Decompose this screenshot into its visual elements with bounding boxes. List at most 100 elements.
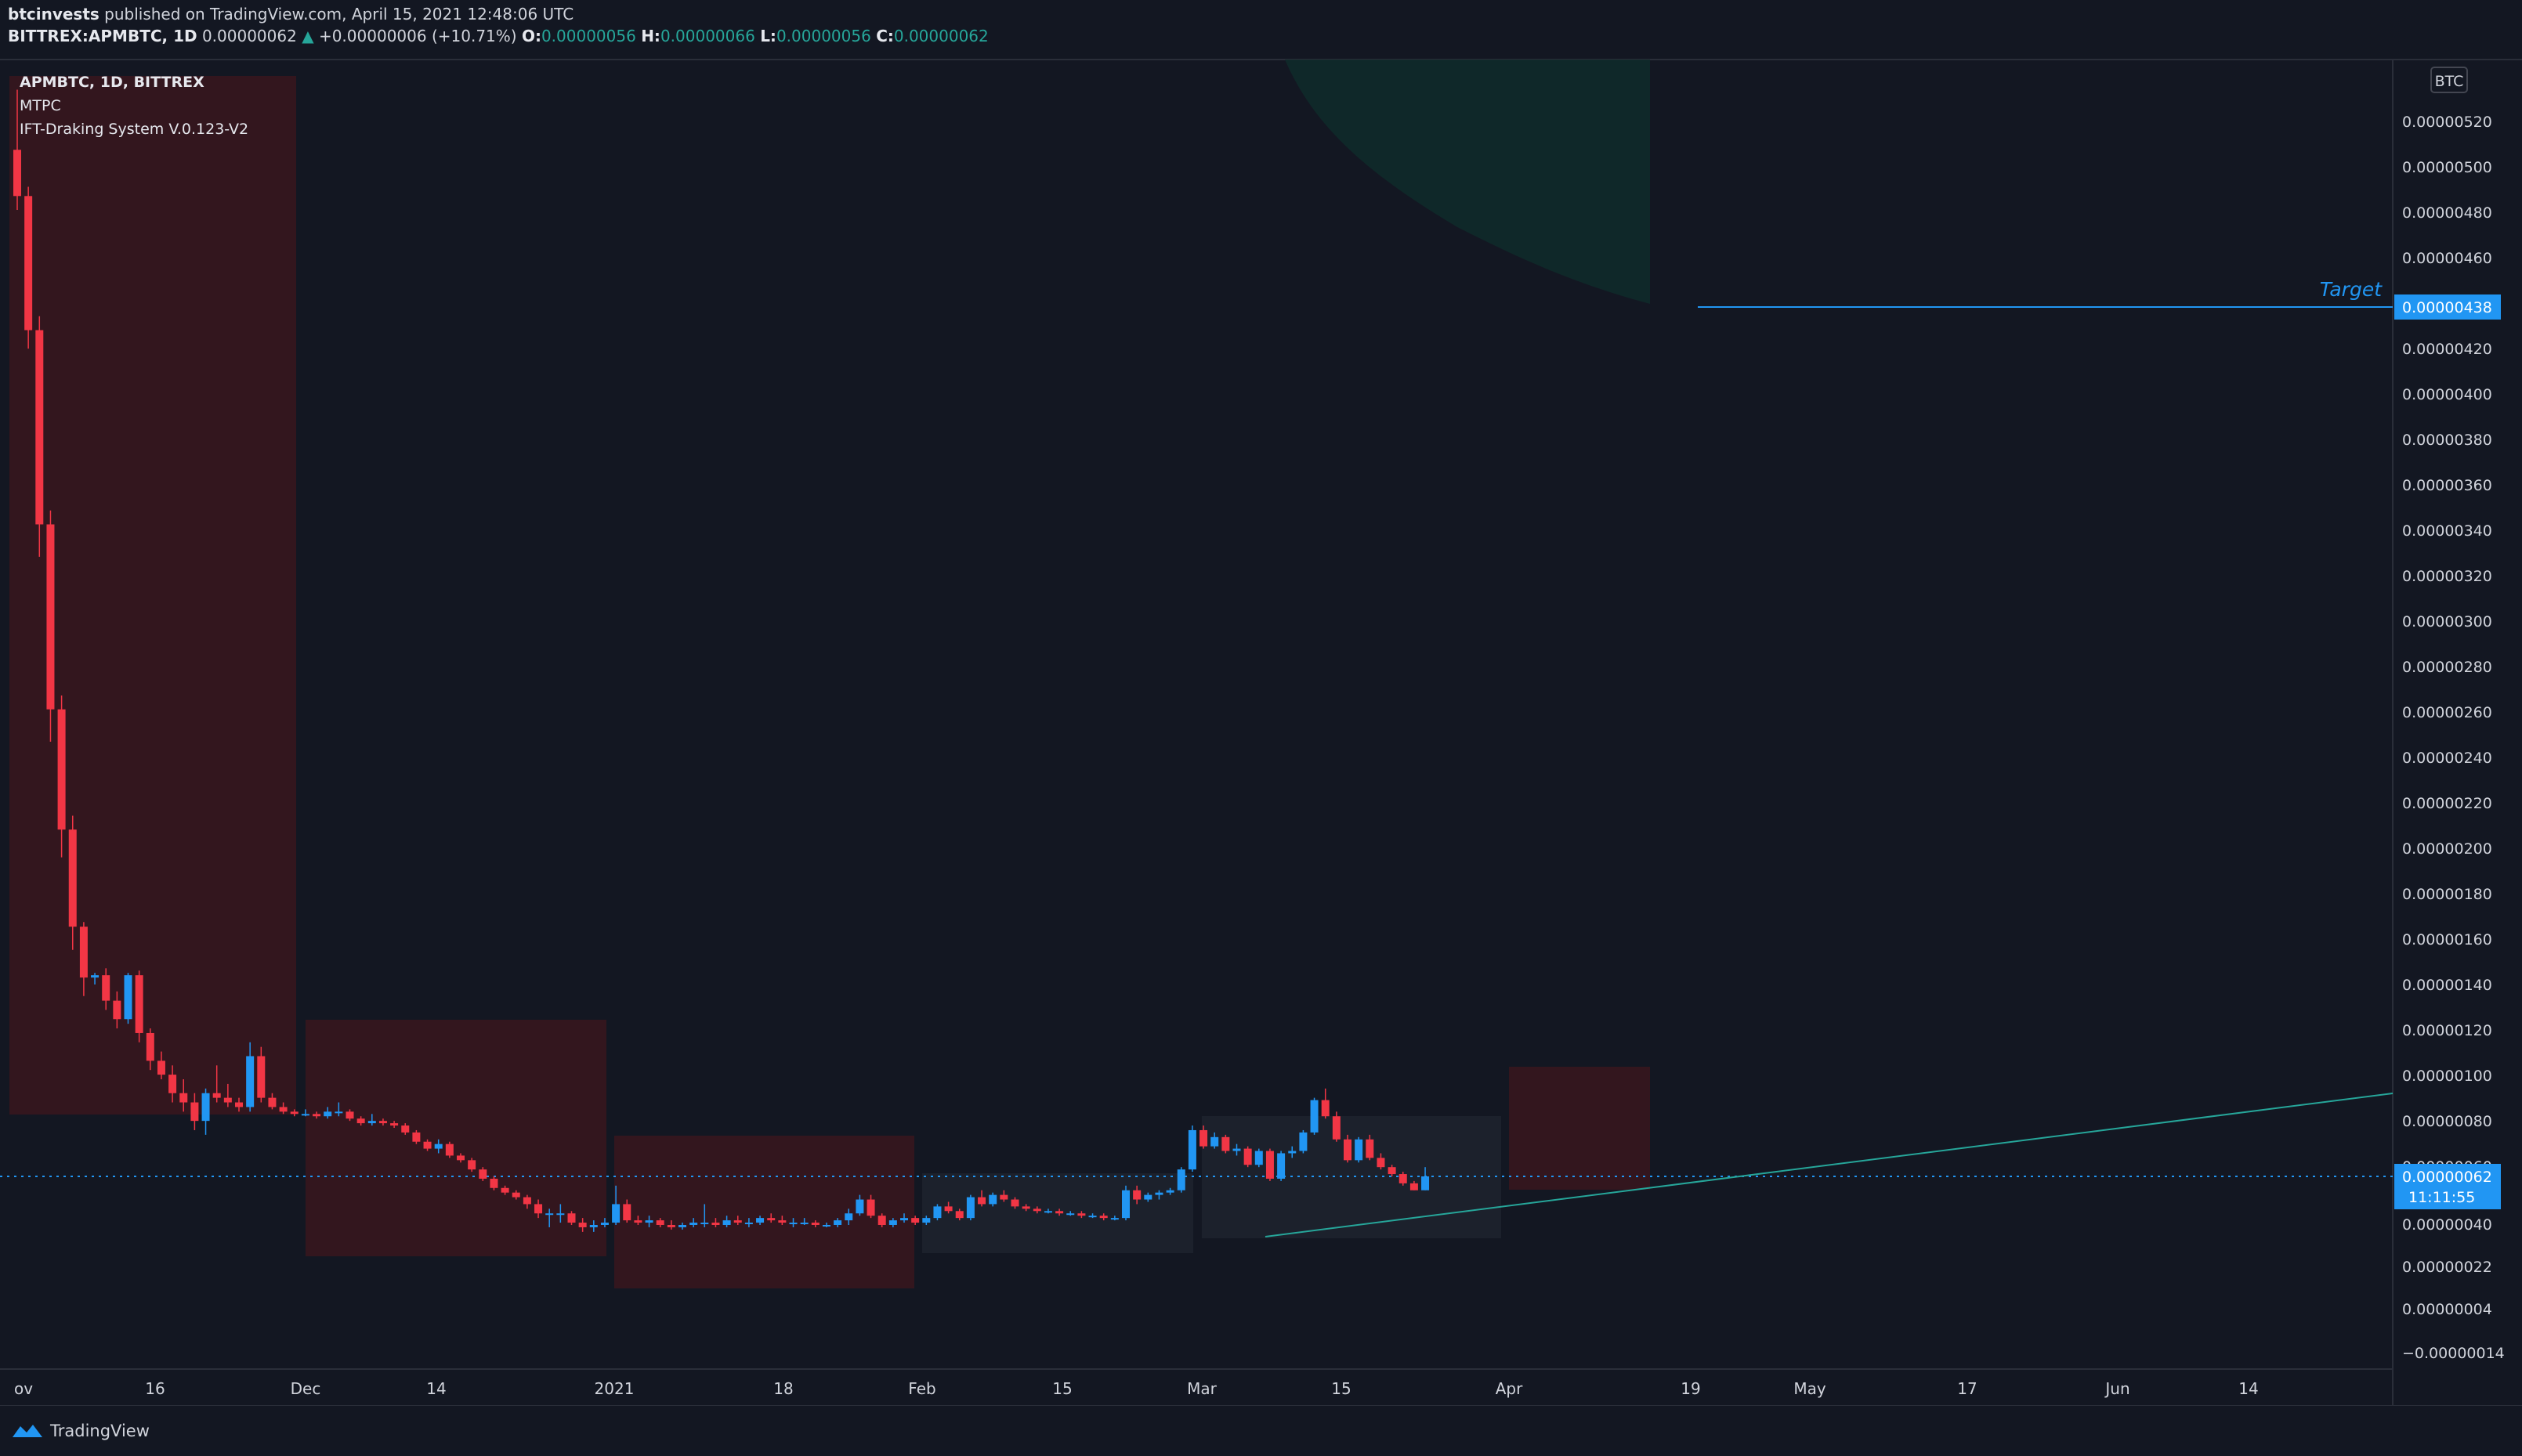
price-tick-label: 0.00000360	[2402, 477, 2492, 494]
time-tick-label: Dec	[291, 1379, 321, 1398]
candle-up	[556, 1213, 565, 1216]
candle-down	[1332, 1116, 1341, 1140]
tradingview-logo[interactable]: TradingView	[11, 1422, 150, 1440]
candle-down	[479, 1169, 487, 1179]
candle-down	[1265, 1151, 1274, 1179]
candle-up	[822, 1224, 830, 1227]
candle-up	[434, 1143, 443, 1149]
open-value: 0.00000056	[541, 27, 636, 45]
candle-down	[523, 1197, 531, 1205]
candle-up	[933, 1206, 942, 1219]
time-tick-label: ov	[14, 1379, 33, 1398]
currency-badge[interactable]	[2430, 67, 2468, 93]
price-tick-label: 0.00000400	[2402, 386, 2492, 403]
legend-symbol[interactable]: APMBTC, 1D, BITTREX	[20, 74, 204, 91]
candle-down	[867, 1199, 875, 1216]
candle-up	[1044, 1211, 1052, 1213]
candle-up	[1110, 1218, 1119, 1220]
candle-up	[1155, 1192, 1163, 1195]
tradingview-logo-text: TradingView	[50, 1422, 150, 1440]
time-tick-label: 2021	[595, 1379, 635, 1398]
candle-down	[1243, 1148, 1252, 1165]
last-price-tag	[2394, 1164, 2501, 1209]
trend-line[interactable]	[1265, 1093, 2394, 1237]
candle-down	[1409, 1183, 1418, 1190]
price-tick-label: 0.00000180	[2402, 886, 2492, 903]
candle-up	[678, 1224, 686, 1227]
price-tick-label: 0.00000340	[2402, 522, 2492, 540]
candle-down	[113, 1000, 121, 1020]
time-tick-label: 16	[145, 1379, 165, 1398]
chart-footer	[0, 1406, 2522, 1456]
candle-up	[700, 1223, 709, 1225]
price-tick-label: 0.00000500	[2402, 159, 2492, 176]
open-label: O:	[521, 27, 541, 45]
price-tick-label: 0.00000240	[2402, 750, 2492, 767]
price-tick-label: 0.00000022	[2402, 1259, 2492, 1276]
publisher-name[interactable]: btcinvests	[8, 5, 100, 23]
candle-up	[367, 1121, 376, 1124]
price-axis[interactable]: 0.00000520 0.00000500 0.00000480 0.00000460…	[2402, 114, 2505, 1362]
candle-up	[1254, 1151, 1263, 1165]
candle-down	[279, 1107, 288, 1112]
candle-up	[301, 1114, 309, 1116]
candle-down	[1377, 1158, 1385, 1168]
candle-up	[744, 1223, 753, 1225]
legend-indicator-mtpc[interactable]: MTPC	[20, 97, 61, 114]
red-zone-box-4	[1509, 1067, 1650, 1190]
time-axis[interactable]: ov 16 Dec 14 2021 18 Feb 15 Mar 15 Apr 19 May 17 Jun 14	[14, 1379, 2259, 1398]
candle-down	[313, 1114, 321, 1117]
candle-up	[1144, 1194, 1152, 1200]
candle-up	[1421, 1176, 1430, 1190]
price-tick-label: 0.00000520	[2402, 114, 2492, 131]
candle-down	[135, 975, 143, 1033]
red-zone-box-3	[614, 1136, 914, 1288]
candle-up	[722, 1220, 731, 1225]
price-tick-label: 0.00000200	[2402, 840, 2492, 858]
candle-up	[800, 1223, 809, 1225]
candle-down	[268, 1097, 277, 1107]
candle-down	[356, 1118, 365, 1124]
chart-legend: APMBTC, 1D, BITTREX MTPC IFT-Draking Sys…	[20, 70, 248, 141]
time-tick-label: May	[1793, 1379, 1826, 1398]
candle-down	[212, 1093, 221, 1098]
candle-down	[146, 1032, 154, 1061]
price-tick-label: 0.00000100	[2402, 1068, 2492, 1085]
candle-up	[1066, 1213, 1075, 1216]
candle-down	[168, 1075, 177, 1093]
candle-up	[1277, 1153, 1286, 1179]
candle-down	[235, 1102, 243, 1107]
candle-down	[79, 927, 88, 978]
candle-up	[1188, 1129, 1196, 1170]
candle-up	[989, 1194, 997, 1205]
candle-down	[578, 1223, 587, 1227]
candle-up	[1122, 1190, 1130, 1219]
time-tick-label: Jun	[2104, 1379, 2129, 1398]
candle-countdown: 11:11:55	[2408, 1189, 2475, 1206]
candle-down	[711, 1223, 720, 1225]
price-tick-label: 0.00000220	[2402, 795, 2492, 812]
legend-indicator-ift[interactable]: IFT-Draking System V.0.123-V2	[20, 121, 249, 138]
candle-up	[966, 1197, 975, 1219]
price-tick-label: 0.00000160	[2402, 931, 2492, 948]
candle-down	[223, 1097, 232, 1103]
candle-up	[1299, 1132, 1308, 1151]
candle-up	[1232, 1148, 1241, 1151]
candle-down	[634, 1220, 642, 1223]
candle-up	[612, 1204, 621, 1223]
candles-group	[13, 89, 1430, 1232]
candle-down	[457, 1155, 465, 1161]
time-tick-label: 15	[1331, 1379, 1351, 1398]
candle-down	[1344, 1139, 1351, 1161]
candle-down	[468, 1160, 476, 1170]
candle-up	[600, 1223, 609, 1225]
time-tick-label: 14	[426, 1379, 446, 1398]
candle-down	[1099, 1216, 1108, 1219]
change-arrow-icon: ▲	[302, 27, 314, 45]
time-tick-label: 18	[773, 1379, 793, 1398]
candle-down	[190, 1102, 199, 1122]
candle-down	[1221, 1136, 1230, 1151]
candle-up	[789, 1223, 798, 1225]
high-value: 0.00000066	[660, 27, 755, 45]
